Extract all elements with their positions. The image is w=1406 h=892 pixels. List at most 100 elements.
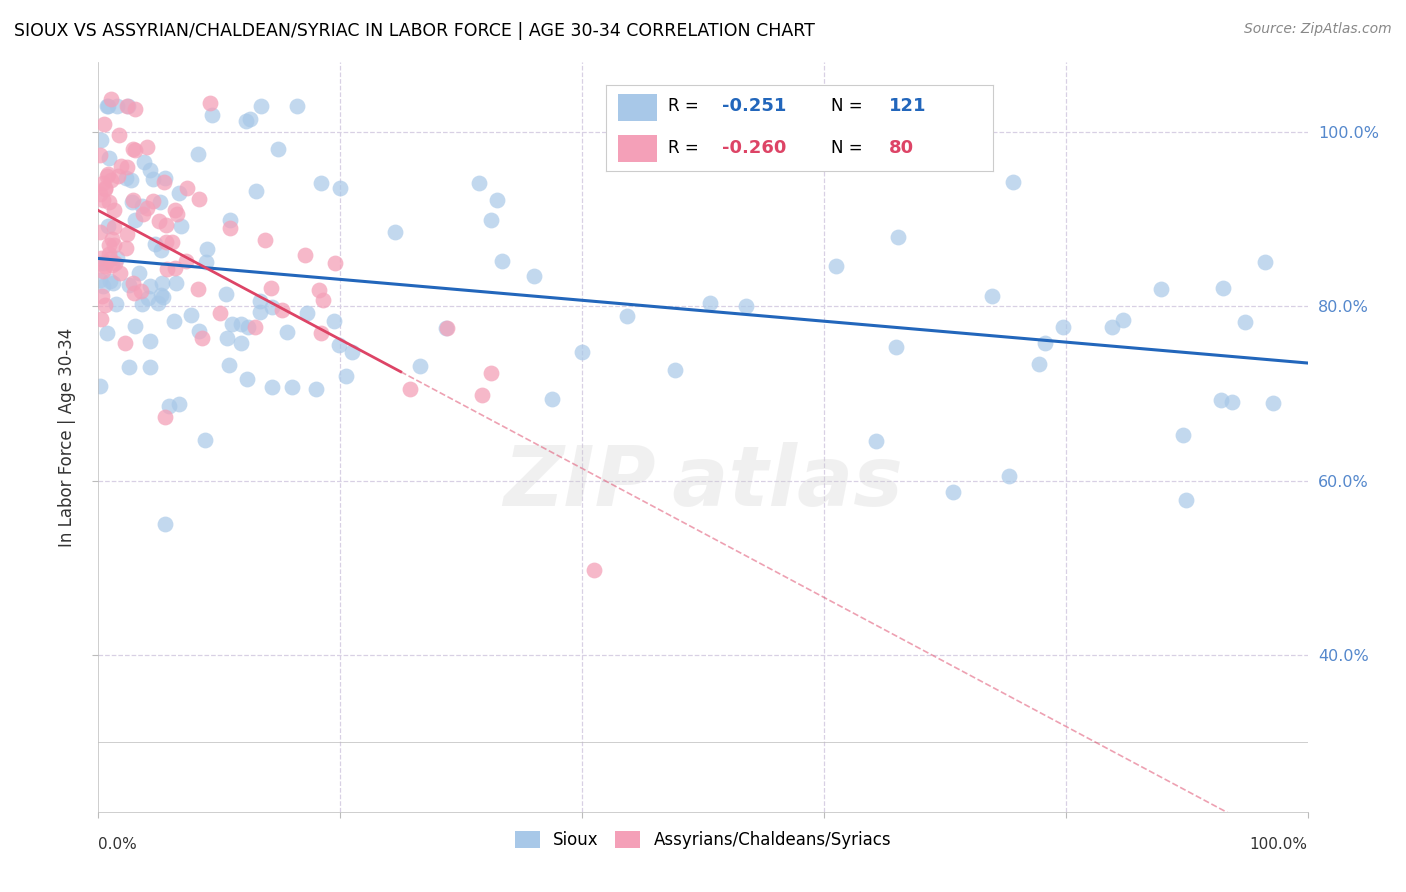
- Point: [887, 230, 910, 244]
- Point: [243, 319, 266, 334]
- Text: ZIP atlas: ZIP atlas: [503, 442, 903, 523]
- Point: [124, 102, 146, 116]
- Point: [239, 112, 262, 127]
- Point: [96, 169, 118, 183]
- Point: [201, 107, 224, 121]
- Point: [93, 117, 115, 131]
- Point: [98, 195, 121, 210]
- Point: [139, 334, 162, 349]
- Point: [152, 175, 174, 189]
- Point: [122, 193, 145, 207]
- Point: [294, 248, 316, 262]
- Point: [105, 251, 128, 265]
- Point: [149, 287, 172, 301]
- Point: [142, 172, 165, 186]
- Point: [209, 306, 232, 320]
- Point: [312, 293, 335, 308]
- Point: [138, 359, 160, 374]
- Point: [285, 99, 308, 113]
- Point: [479, 367, 502, 381]
- Point: [1101, 319, 1123, 334]
- Point: [101, 276, 124, 290]
- Point: [98, 151, 121, 165]
- Point: [157, 399, 180, 413]
- Point: [734, 299, 756, 313]
- Point: [124, 318, 146, 333]
- Point: [276, 326, 298, 340]
- Point: [100, 173, 122, 187]
- Point: [89, 225, 111, 239]
- Point: [128, 266, 150, 280]
- Point: [262, 300, 284, 314]
- Point: [132, 154, 155, 169]
- Point: [166, 207, 188, 221]
- Point: [942, 485, 965, 500]
- Point: [980, 289, 1002, 303]
- Point: [131, 199, 153, 213]
- Point: [1220, 395, 1243, 409]
- Point: [89, 186, 111, 201]
- Point: [89, 256, 111, 270]
- Point: [309, 176, 332, 190]
- Point: [1002, 175, 1025, 189]
- Point: [97, 99, 120, 113]
- Point: [305, 383, 328, 397]
- Point: [148, 195, 170, 210]
- Point: [94, 182, 117, 196]
- Point: [98, 237, 121, 252]
- Point: [616, 309, 638, 323]
- Point: [218, 358, 240, 372]
- Point: [249, 294, 271, 309]
- Point: [187, 147, 209, 161]
- Point: [143, 236, 166, 251]
- Point: [148, 296, 170, 310]
- Point: [245, 184, 267, 198]
- Point: [135, 201, 157, 215]
- Point: [115, 241, 138, 255]
- Text: Source: ZipAtlas.com: Source: ZipAtlas.com: [1244, 22, 1392, 37]
- Point: [155, 218, 177, 232]
- Text: 0.0%: 0.0%: [98, 838, 138, 852]
- Point: [195, 255, 218, 269]
- Point: [479, 213, 502, 227]
- Point: [118, 360, 141, 375]
- Point: [467, 176, 489, 190]
- Point: [335, 368, 357, 383]
- Point: [1234, 315, 1257, 329]
- Point: [583, 563, 606, 577]
- Point: [1254, 255, 1277, 269]
- Point: [110, 160, 132, 174]
- Point: [229, 336, 252, 351]
- Point: [271, 302, 294, 317]
- Point: [153, 409, 176, 424]
- Point: [471, 387, 494, 401]
- Point: [139, 162, 162, 177]
- Point: [150, 277, 173, 291]
- Point: [194, 433, 217, 447]
- Text: SIOUX VS ASSYRIAN/CHALDEAN/SYRIAC IN LABOR FORCE | AGE 30-34 CORRELATION CHART: SIOUX VS ASSYRIAN/CHALDEAN/SYRIAC IN LAB…: [14, 22, 815, 40]
- Point: [118, 278, 141, 293]
- Point: [699, 295, 721, 310]
- Point: [215, 286, 238, 301]
- Point: [1171, 428, 1194, 442]
- Point: [96, 326, 118, 341]
- Point: [664, 363, 686, 377]
- Point: [155, 235, 177, 250]
- Point: [188, 192, 211, 206]
- Point: [117, 99, 139, 113]
- Point: [160, 235, 183, 249]
- Point: [236, 372, 259, 386]
- Point: [215, 331, 238, 345]
- Point: [198, 95, 221, 110]
- Point: [170, 219, 193, 234]
- Point: [103, 219, 125, 234]
- Point: [325, 256, 347, 270]
- Point: [93, 298, 115, 312]
- Point: [308, 283, 330, 297]
- Point: [571, 345, 593, 359]
- Point: [253, 233, 276, 247]
- Point: [249, 305, 271, 319]
- Point: [98, 252, 121, 266]
- Point: [114, 336, 136, 351]
- Point: [89, 273, 111, 287]
